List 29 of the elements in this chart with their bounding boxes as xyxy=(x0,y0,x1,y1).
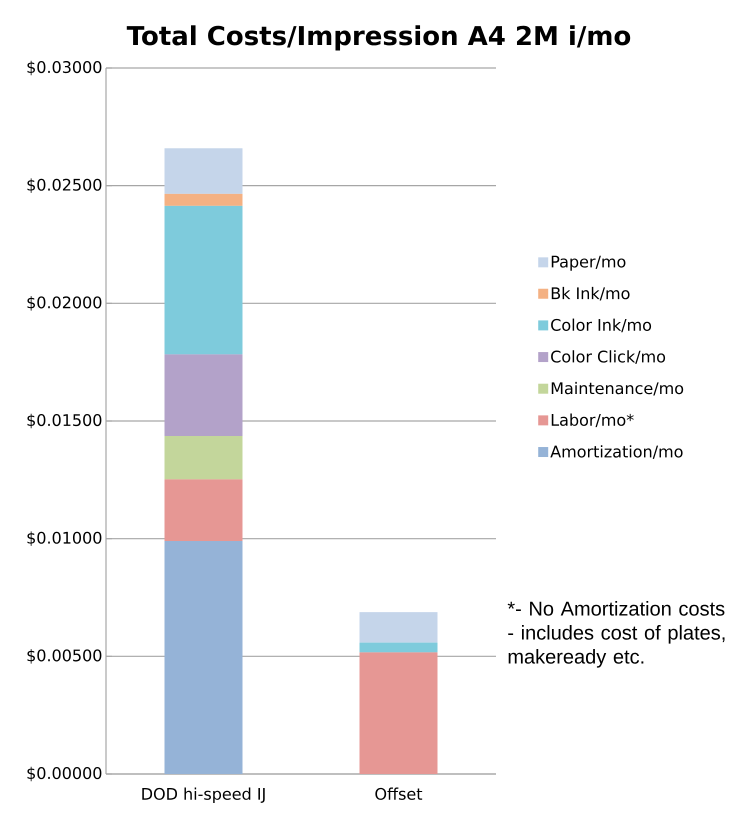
x-tick-label: DOD hi-speed IJ xyxy=(142,788,265,804)
legend-label: Color Ink/mo xyxy=(551,318,652,332)
y-tick-label: $0.03000 xyxy=(27,60,102,76)
bar xyxy=(164,206,242,354)
text: *- No Amortization costs xyxy=(508,601,724,616)
bar xyxy=(360,642,438,652)
legend-label: Paper/mo xyxy=(552,256,626,271)
chart-title: Total Costs/Impression A4 2M i/mo xyxy=(126,25,630,50)
y-tick-label: $0.00500 xyxy=(27,649,102,664)
legend-label: Amortization/mo xyxy=(550,445,683,459)
text: - includes cost of plates, makeready etc. xyxy=(508,625,725,668)
bar xyxy=(360,612,438,643)
bar xyxy=(164,436,242,480)
bar xyxy=(164,148,242,194)
bar xyxy=(164,541,242,774)
legend-label: Color Click/mo xyxy=(551,350,666,364)
y-tick-label: $0.01500 xyxy=(27,414,102,428)
bar xyxy=(164,194,242,206)
legend-label: Labor/mo* xyxy=(552,414,634,428)
legend-label: Maintenance/mo xyxy=(552,382,684,396)
y-tick-label: $0.01000 xyxy=(27,531,102,546)
x-tick-label: Offset xyxy=(375,788,422,800)
y-tick-label: $0.02000 xyxy=(27,296,102,311)
y-tick-label: $0.02500 xyxy=(27,178,102,193)
bar xyxy=(164,354,242,436)
legend-label: Bk Ink/mo xyxy=(552,286,630,301)
y-tick-label: $0.00000 xyxy=(27,766,102,782)
bar xyxy=(164,479,242,542)
bar xyxy=(360,652,438,774)
